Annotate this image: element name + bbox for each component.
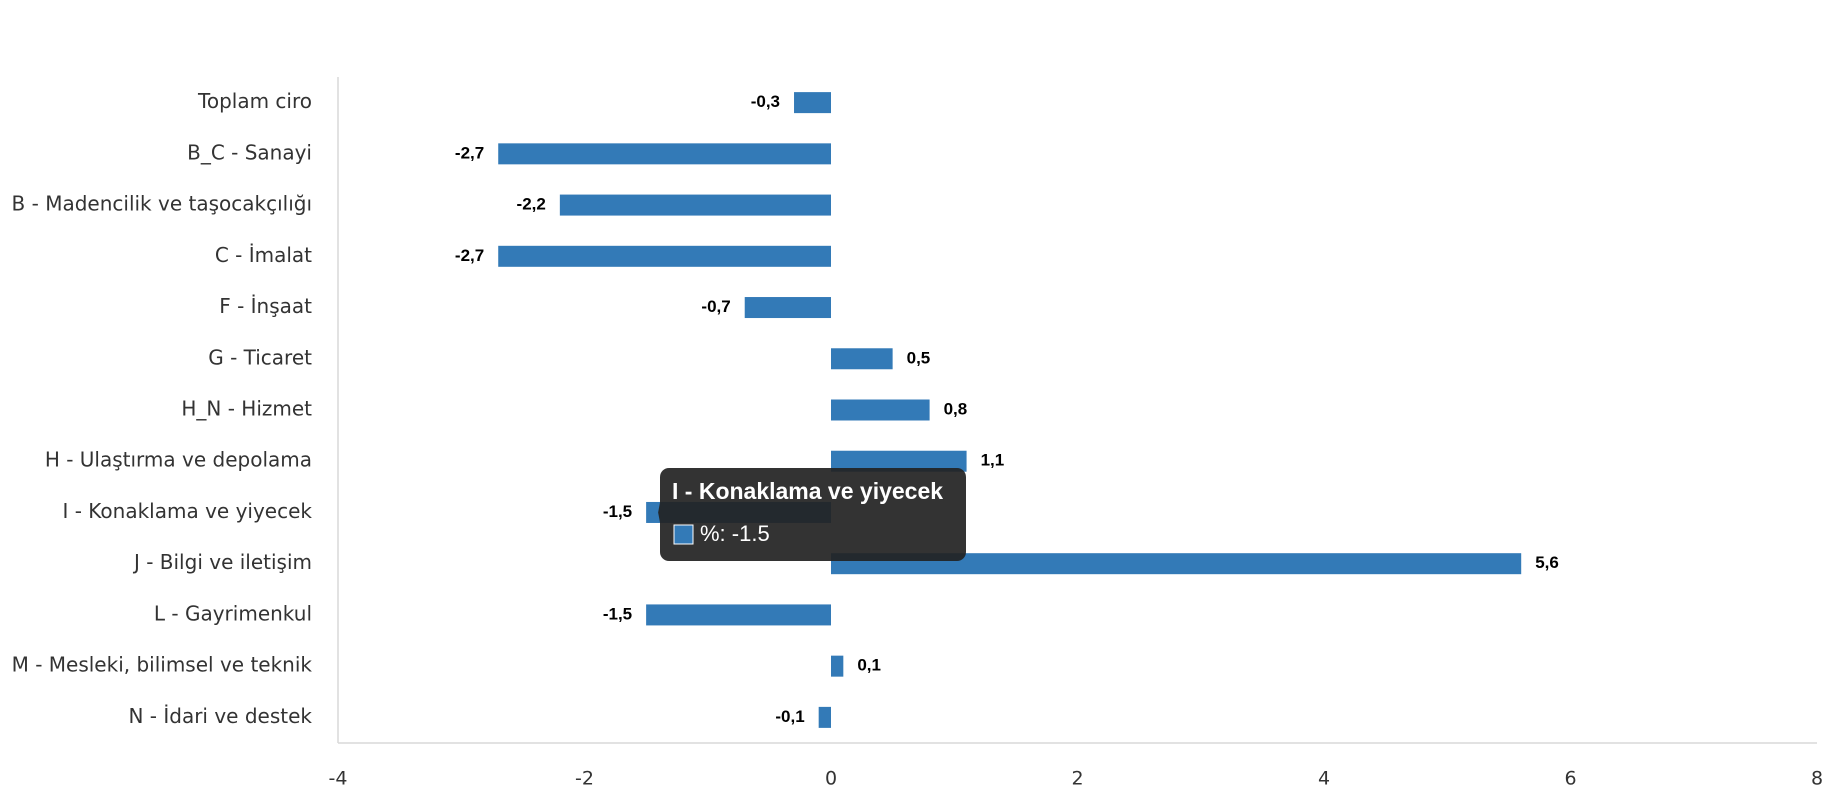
y-tick-label: F - İnşaat [219,294,312,318]
value-label: 0,1 [857,656,881,675]
bar [818,706,831,728]
y-tick-label: H - Ulaştırma ve depolama [45,448,312,472]
value-label: 1,1 [981,451,1005,470]
value-label: 0,5 [907,348,931,367]
y-tick-label: G - Ticaret [208,345,312,369]
x-tick-label: 0 [825,768,837,790]
bar [831,450,967,472]
y-tick-label: B_C - Sanayi [187,140,312,164]
y-tick-label: M - Mesleki, bilimsel ve teknik [12,653,313,677]
value-label: -1,5 [603,502,632,521]
value-label: -2,7 [455,143,484,162]
tooltip-swatch [673,524,694,545]
value-label: 0,8 [944,399,968,418]
bar [794,92,831,114]
bar [498,143,831,165]
tooltip-text: %: -1.5 [700,521,770,546]
y-tick-label: J - Bilgi ve iletişim [132,550,312,574]
bar [744,297,831,319]
value-label: -0,3 [751,92,780,111]
tooltip: I - Konaklama ve yiyecek %: -1.5 [658,468,966,561]
x-tick-label: 4 [1318,768,1330,790]
tooltip-arrow [658,502,660,523]
value-label: -1,5 [603,604,632,623]
y-tick-label: H_N - Hizmet [181,397,312,421]
value-label: -0,1 [775,707,804,726]
value-label: -0,7 [701,297,730,316]
bar [831,348,893,370]
x-tick-label: -2 [575,768,594,790]
tooltip-box [660,468,966,561]
x-tick-label: 6 [1564,768,1576,790]
bar [831,399,930,421]
value-label: 5,6 [1535,553,1559,572]
y-tick-label: N - İdari ve destek [128,704,312,728]
x-tick-label: -4 [329,768,348,790]
value-label: -2,2 [517,195,546,214]
y-tick-label: I - Konaklama ve yiyecek [62,499,312,523]
bar [559,194,831,216]
value-label: -2,7 [455,246,484,265]
bar [646,604,831,626]
bar [831,553,1522,575]
x-tick-label: 2 [1071,768,1083,790]
y-tick-label: C - İmalat [215,243,312,267]
y-tick-label: Toplam ciro [197,89,312,113]
y-tick-label: L - Gayrimenkul [154,601,312,625]
bar [831,655,844,677]
y-tick-label: B - Madencilik ve taşocakçılığı [12,192,312,216]
bar [498,245,831,267]
x-tick-label: 8 [1811,768,1823,790]
tooltip-title: I - Konaklama ve yiyecek [672,478,943,504]
